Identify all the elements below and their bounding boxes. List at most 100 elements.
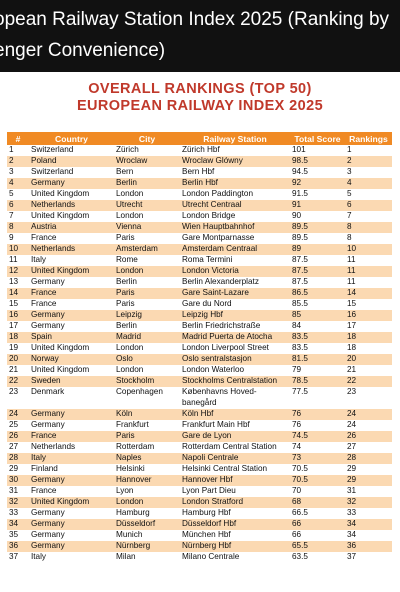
cell-country: Netherlands	[29, 200, 114, 211]
cell-total-score: 66	[290, 518, 345, 530]
cell-rank-number: 10	[7, 244, 29, 255]
cell-total-score: 87.5	[290, 266, 345, 277]
table-row: 18 Spain Madrid Madrid Puerta de Atocha 83.5…	[7, 332, 392, 343]
cell-city: London	[114, 189, 180, 200]
cell-total-score: 92	[290, 178, 345, 189]
cell-station: Gare de Lyon	[180, 430, 290, 442]
cell-station: München Hbf	[180, 529, 290, 541]
cell-ranking: 37	[345, 551, 392, 563]
cell-country: Germany	[29, 408, 114, 420]
cell-rank-number: 5	[7, 189, 29, 200]
cell-city: London	[114, 365, 180, 376]
table-row: 32 United Kingdom London London Stratford 68…	[7, 496, 392, 508]
cell-station: Gare du Nord	[180, 299, 290, 310]
table-row: 10 Netherlands Amsterdam Amsterdam Centraal…	[7, 244, 392, 255]
cell-city: Frankfurt	[114, 419, 180, 431]
cell-city: London	[114, 266, 180, 277]
cell-station: Hannover Hbf	[180, 474, 290, 486]
cell-total-score: 77.5	[290, 387, 345, 409]
cell-station: Roma Termini	[180, 255, 290, 266]
cell-ranking: 1	[345, 145, 392, 156]
cell-city: Paris	[114, 288, 180, 299]
cell-rank-number: 18	[7, 332, 29, 343]
cell-rank-number: 35	[7, 529, 29, 541]
table-row: 31 France Lyon Lyon Part Dieu 70 31	[7, 485, 392, 497]
cell-ranking: 10	[345, 244, 392, 255]
cell-station: London Waterloo	[180, 365, 290, 376]
cell-station: London Bridge	[180, 211, 290, 222]
cell-country: Italy	[29, 255, 114, 266]
table-row: 2 Poland Wroclaw Wroclaw Glówny 98.5 2	[7, 156, 392, 167]
cell-city: London	[114, 211, 180, 222]
cell-ranking: 32	[345, 496, 392, 508]
table-row: 15 France Paris Gare du Nord 85.5 15	[7, 299, 392, 310]
table-row: 13 Germany Berlin Berlin Alexanderplatz 87.5…	[7, 277, 392, 288]
cell-ranking: 18	[345, 343, 392, 354]
cell-ranking: 17	[345, 321, 392, 332]
table-row: 29 Finland Helsinki Helsinki Central Statio…	[7, 463, 392, 475]
cell-city: Copenhagen	[114, 387, 180, 409]
cell-country: Germany	[29, 540, 114, 552]
cell-rank-number: 13	[7, 277, 29, 288]
table-row: 37 Italy Milan Milano Centrale 63.5 37	[7, 551, 392, 563]
cell-ranking: 21	[345, 365, 392, 376]
cell-city: Oslo	[114, 354, 180, 365]
cell-country: France	[29, 430, 114, 442]
cell-total-score: 76	[290, 419, 345, 431]
cell-total-score: 74.5	[290, 430, 345, 442]
cell-total-score: 76	[290, 408, 345, 420]
table-row: 34 Germany Düsseldorf Düsseldorf Hbf 66 34	[7, 518, 392, 530]
cell-ranking: 22	[345, 376, 392, 387]
cell-city: Milan	[114, 551, 180, 563]
cell-city: Paris	[114, 430, 180, 442]
cell-station: Madrid Puerta de Atocha	[180, 332, 290, 343]
cell-station: Utrecht Centraal	[180, 200, 290, 211]
cell-rank-number: 9	[7, 233, 29, 244]
cell-city: Berlin	[114, 321, 180, 332]
cell-ranking: 11	[345, 277, 392, 288]
cell-city: Paris	[114, 233, 180, 244]
cell-city: London	[114, 496, 180, 508]
cell-rank-number: 31	[7, 485, 29, 497]
cell-total-score: 91.5	[290, 189, 345, 200]
cell-rank-number: 15	[7, 299, 29, 310]
cell-rank-number: 4	[7, 178, 29, 189]
cell-ranking: 34	[345, 529, 392, 541]
cell-country: Germany	[29, 474, 114, 486]
cell-country: United Kingdom	[29, 365, 114, 376]
cell-city: Köln	[114, 408, 180, 420]
cell-rank-number: 33	[7, 507, 29, 519]
header-rankings: Rankings	[345, 132, 392, 145]
table-row: 23 Denmark Copenhagen Københavns Hoved-bane…	[7, 387, 392, 409]
table-row: 11 Italy Rome Roma Termini 87.5 11	[7, 255, 392, 266]
cell-total-score: 101	[290, 145, 345, 156]
table-row: 36 Germany Nürnberg Nürnberg Hbf 65.5 36	[7, 540, 392, 552]
cell-country: France	[29, 299, 114, 310]
cell-rank-number: 8	[7, 222, 29, 233]
cell-rank-number: 12	[7, 266, 29, 277]
cell-total-score: 90	[290, 211, 345, 222]
table-row: 35 Germany Munich München Hbf 66 34	[7, 529, 392, 541]
post-title: opean Railway Station Index 2025 (Rankin…	[0, 0, 400, 72]
table-row: 6 Netherlands Utrecht Utrecht Centraal 91 6	[7, 200, 392, 211]
cell-station: Köln Hbf	[180, 408, 290, 420]
table-row: 24 Germany Köln Köln Hbf 76 24	[7, 408, 392, 420]
cell-ranking: 4	[345, 178, 392, 189]
cell-ranking: 7	[345, 211, 392, 222]
cell-ranking: 33	[345, 507, 392, 519]
table-row: 26 France Paris Gare de Lyon 74.5 26	[7, 430, 392, 442]
cell-country: United Kingdom	[29, 266, 114, 277]
cell-total-score: 83.5	[290, 343, 345, 354]
cell-rank-number: 20	[7, 354, 29, 365]
cell-country: Germany	[29, 507, 114, 519]
cell-country: Italy	[29, 452, 114, 464]
cell-rank-number: 19	[7, 343, 29, 354]
cell-station: Gare Montparnasse	[180, 233, 290, 244]
cell-ranking: 8	[345, 222, 392, 233]
cell-ranking: 29	[345, 463, 392, 475]
cell-station: Leipzig Hbf	[180, 310, 290, 321]
table-row: 20 Norway Oslo Oslo sentralstasjon 81.5 20	[7, 354, 392, 365]
cell-ranking: 2	[345, 156, 392, 167]
table-row: 3 Switzerland Bern Bern Hbf 94.5 3	[7, 167, 392, 178]
cell-ranking: 8	[345, 233, 392, 244]
